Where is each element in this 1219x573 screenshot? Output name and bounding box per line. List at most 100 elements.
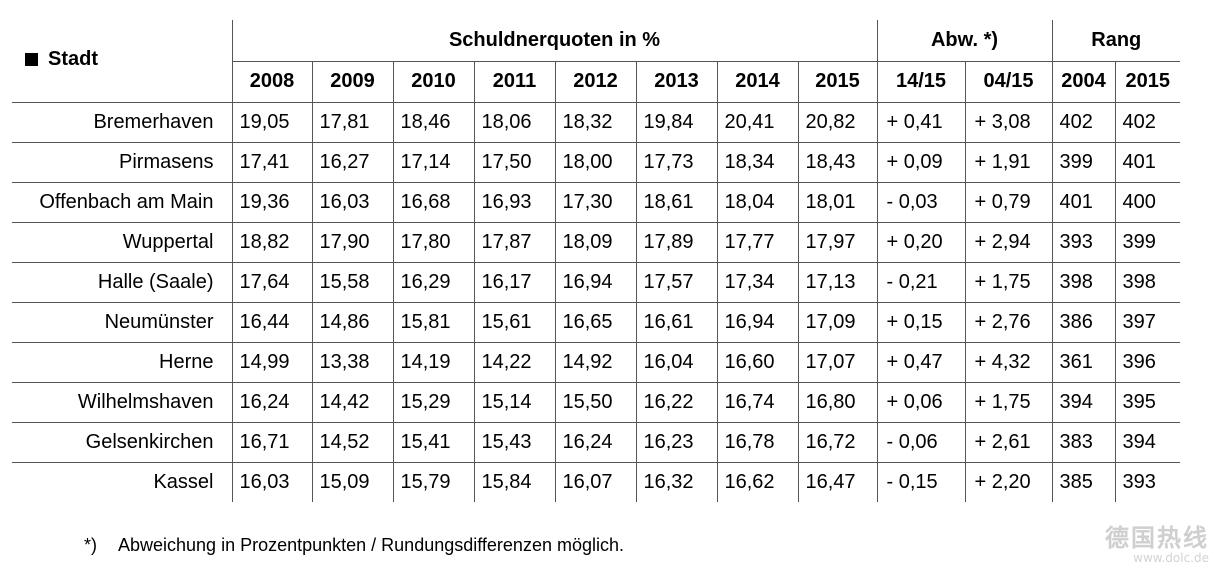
quota-cell: 17,14 bbox=[392, 142, 474, 183]
quota-cell: 16,61 bbox=[635, 302, 717, 343]
rank-cell: 398 bbox=[1051, 262, 1115, 303]
rank-cell: 361 bbox=[1051, 342, 1115, 383]
quota-cell: 16,07 bbox=[554, 462, 636, 502]
quota-cell: 16,44 bbox=[231, 302, 312, 343]
quota-cell: 15,81 bbox=[392, 302, 474, 343]
quota-cell: 18,46 bbox=[392, 102, 474, 143]
table-row: Offenbach am Main 19,36 16,03 16,68 16,93 17,… bbox=[12, 182, 1180, 223]
debtor-quota-table: Stadt Schuldnerquoten in % Abw. *) Rang … bbox=[12, 20, 1180, 502]
quota-cell: 17,80 bbox=[392, 222, 474, 263]
quota-cell: 16,32 bbox=[635, 462, 717, 502]
quota-cell: 16,94 bbox=[716, 302, 798, 343]
table-row: Gelsenkirchen 16,71 14,52 15,41 15,43 16,24 16… bbox=[12, 422, 1180, 463]
quota-cell: 18,09 bbox=[554, 222, 636, 263]
deviation-cell: + 0,41 bbox=[876, 102, 965, 143]
rank-cell: 394 bbox=[1051, 382, 1115, 423]
rank-cell: 396 bbox=[1114, 342, 1180, 383]
quotes-group-header: Schuldnerquoten in % bbox=[231, 20, 877, 62]
quota-cell: 16,03 bbox=[311, 182, 393, 223]
quota-cell: 18,04 bbox=[716, 182, 798, 223]
deviation-cell: + 4,32 bbox=[964, 342, 1052, 383]
rank-cell: 385 bbox=[1051, 462, 1115, 502]
quota-cell: 16,78 bbox=[716, 422, 798, 463]
quota-cell: 17,87 bbox=[473, 222, 555, 263]
rank-cell: 401 bbox=[1051, 182, 1115, 223]
quota-cell: 15,84 bbox=[473, 462, 555, 502]
stadt-header: Stadt bbox=[12, 20, 232, 103]
city-cell: Halle (Saale) bbox=[12, 262, 232, 303]
quota-cell: 16,17 bbox=[473, 262, 555, 303]
table-body: Bremerhaven 19,05 17,81 18,46 18,06 18,32 19,8… bbox=[12, 102, 1180, 502]
deviation-cell: + 2,61 bbox=[964, 422, 1052, 463]
year-header: 2008 bbox=[231, 61, 312, 103]
rank-cell: 402 bbox=[1114, 102, 1180, 143]
quota-cell: 15,50 bbox=[554, 382, 636, 423]
footnote: *) Abweichung in Prozentpunkten / Rundun… bbox=[84, 535, 624, 556]
quota-cell: 14,19 bbox=[392, 342, 474, 383]
quota-cell: 17,13 bbox=[797, 262, 877, 303]
table-row: Wuppertal 18,82 17,90 17,80 17,87 18,09 17,89 1… bbox=[12, 222, 1180, 263]
deviation-cell: + 2,20 bbox=[964, 462, 1052, 502]
table-row: Pirmasens 17,41 16,27 17,14 17,50 18,00 17,73 1… bbox=[12, 142, 1180, 183]
deviation-cell: + 1,91 bbox=[964, 142, 1052, 183]
quota-cell: 14,42 bbox=[311, 382, 393, 423]
quota-cell: 15,58 bbox=[311, 262, 393, 303]
deviation-cell: + 1,75 bbox=[964, 382, 1052, 423]
rank-cell: 401 bbox=[1114, 142, 1180, 183]
quota-cell: 18,06 bbox=[473, 102, 555, 143]
quota-cell: 16,23 bbox=[635, 422, 717, 463]
quota-cell: 17,50 bbox=[473, 142, 555, 183]
watermark-url: www.dolc.de bbox=[1133, 551, 1209, 565]
city-cell: Kassel bbox=[153, 470, 214, 493]
black-square-icon bbox=[25, 53, 38, 67]
quota-cell: 18,34 bbox=[716, 142, 798, 183]
deviation-cell: + 2,76 bbox=[964, 302, 1052, 343]
table-row: Wilhelmshaven 16,24 14,42 15,29 15,14 15,50 16… bbox=[12, 382, 1180, 423]
quota-cell: 17,64 bbox=[231, 262, 312, 303]
quota-cell: 16,22 bbox=[635, 382, 717, 423]
quota-cell: 15,09 bbox=[311, 462, 393, 502]
table-row: Halle (Saale) 17,64 15,58 16,29 16,17 16,94 17… bbox=[12, 262, 1180, 303]
quota-cell: 18,00 bbox=[554, 142, 636, 183]
quota-cell: 20,82 bbox=[797, 102, 877, 143]
quota-cell: 16,04 bbox=[635, 342, 717, 383]
abw-header: 14/15 bbox=[876, 61, 965, 103]
quota-cell: 15,43 bbox=[473, 422, 555, 463]
quota-cell: 17,77 bbox=[716, 222, 798, 263]
quota-cell: 17,09 bbox=[797, 302, 877, 343]
deviation-cell: + 0,47 bbox=[876, 342, 965, 383]
quota-cell: 20,41 bbox=[716, 102, 798, 143]
city-cell: Herne bbox=[12, 342, 232, 383]
deviation-cell: - 0,06 bbox=[876, 422, 965, 463]
quota-cell: 16,72 bbox=[797, 422, 877, 463]
deviation-cell: + 0,06 bbox=[876, 382, 965, 423]
quota-cell: 19,36 bbox=[231, 182, 312, 223]
deviation-cell: + 0,09 bbox=[876, 142, 965, 183]
rank-cell: 399 bbox=[1114, 222, 1180, 263]
city-cell: Offenbach am Main bbox=[12, 182, 232, 223]
quota-cell: 15,41 bbox=[392, 422, 474, 463]
watermark-logo: 德国热线 bbox=[1105, 523, 1209, 552]
watermark: 德国热线 www.dolc.de bbox=[1105, 518, 1209, 565]
quota-cell: 14,22 bbox=[473, 342, 555, 383]
quota-cell: 18,82 bbox=[231, 222, 312, 263]
quota-cell: 16,47 bbox=[797, 462, 877, 502]
quota-cell: 15,79 bbox=[392, 462, 474, 502]
abw-group-header: Abw. *) bbox=[876, 20, 1052, 62]
quota-cell: 16,24 bbox=[231, 382, 312, 423]
rank-cell: 402 bbox=[1051, 102, 1115, 143]
quota-cell: 19,05 bbox=[231, 102, 312, 143]
quota-cell: 14,52 bbox=[311, 422, 393, 463]
table-row: Bremerhaven 19,05 17,81 18,46 18,06 18,32 19,8… bbox=[12, 102, 1180, 143]
quota-cell: 16,71 bbox=[231, 422, 312, 463]
quota-cell: 17,73 bbox=[635, 142, 717, 183]
year-header: 2010 bbox=[392, 61, 474, 103]
deviation-cell: - 0,15 bbox=[876, 462, 965, 502]
quota-cell: 15,61 bbox=[473, 302, 555, 343]
quota-cell: 18,61 bbox=[635, 182, 717, 223]
rank-cell: 398 bbox=[1114, 262, 1180, 303]
footnote-text: Abweichung in Prozentpunkten / Rundungsd… bbox=[118, 535, 624, 555]
city-cell: Gelsenkirchen bbox=[12, 422, 232, 463]
table-row: Neumünster 16,44 14,86 15,81 15,61 16,65 16,61… bbox=[12, 302, 1180, 343]
quota-cell: 17,41 bbox=[231, 142, 312, 183]
